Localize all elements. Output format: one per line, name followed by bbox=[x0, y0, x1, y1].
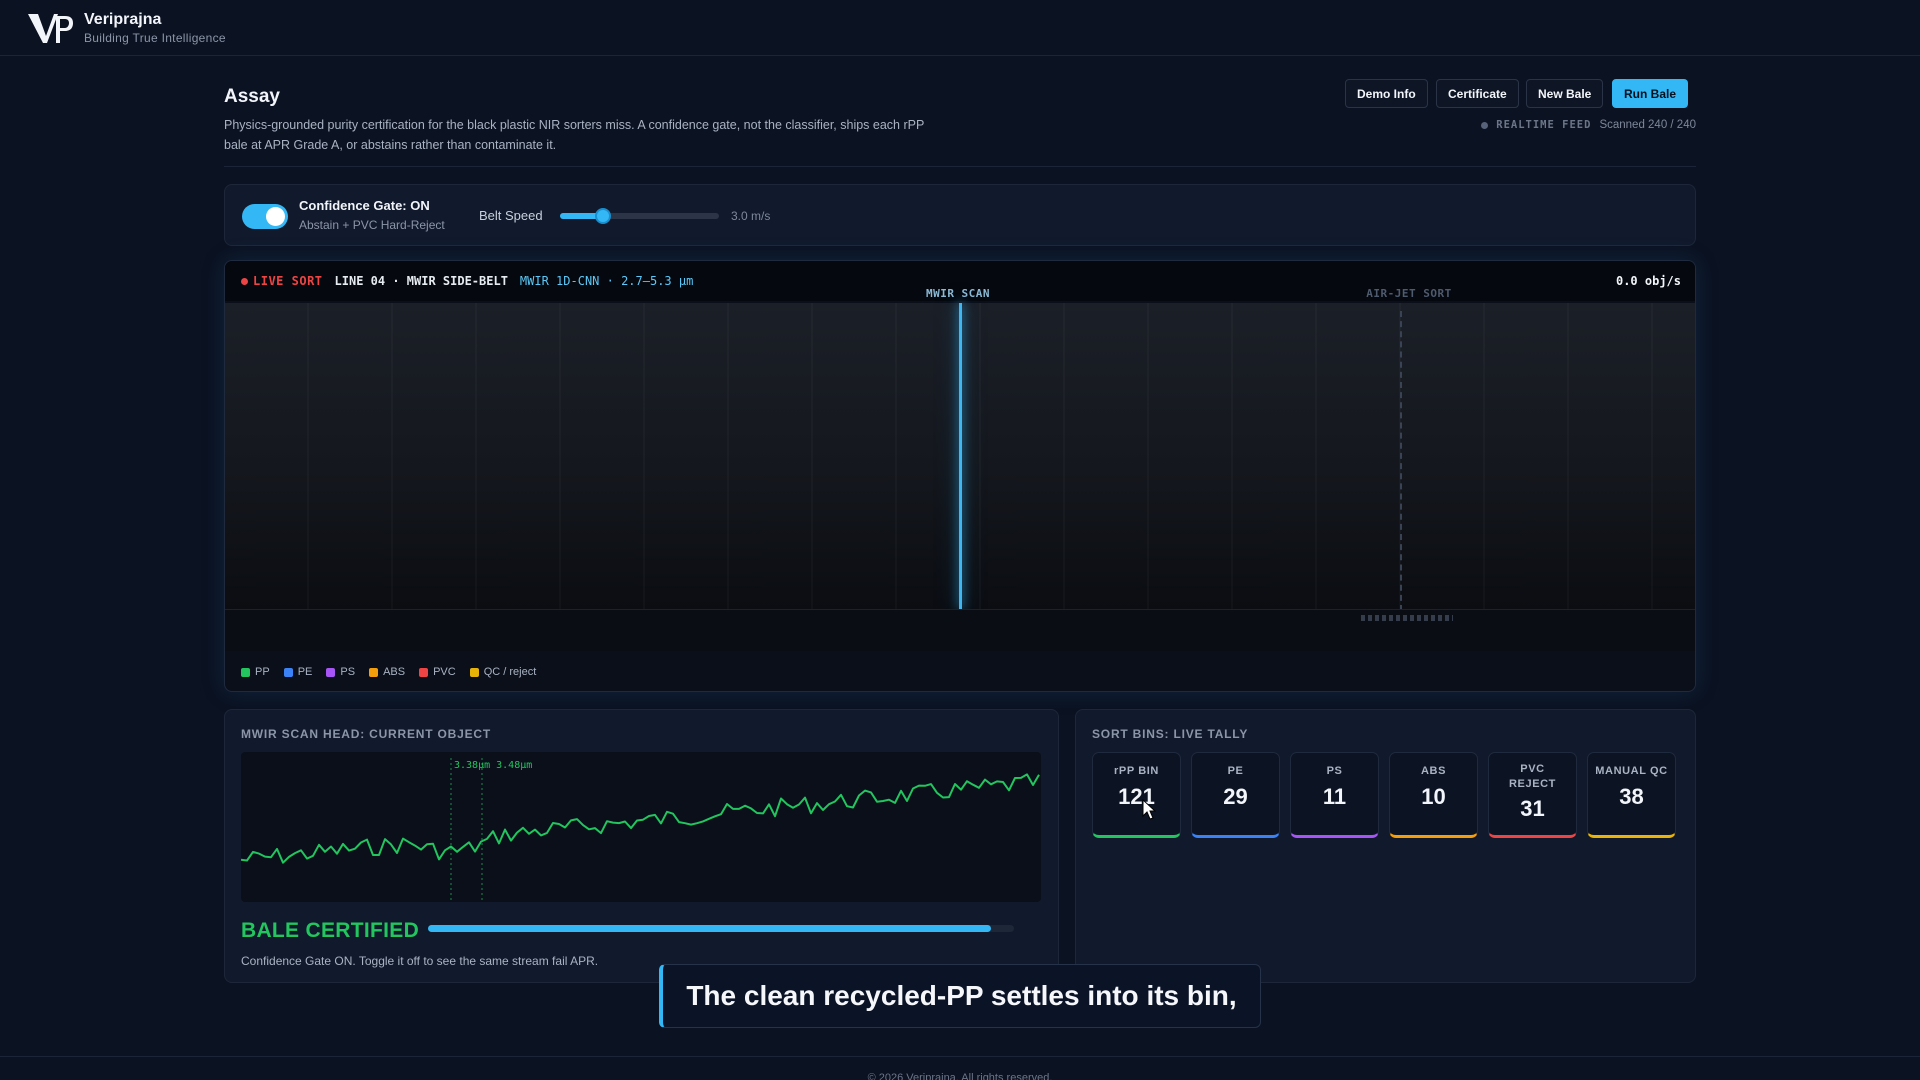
legend-swatch bbox=[369, 667, 379, 677]
bin-label: PS bbox=[1326, 765, 1343, 777]
sorter-header: LIVE SORT LINE 04 · MWIR SIDE-BELT MWIR … bbox=[225, 261, 1695, 301]
feed-dot-icon bbox=[1481, 121, 1489, 129]
veriprajna-logo[interactable] bbox=[26, 10, 74, 46]
legend-label: PVC bbox=[433, 666, 456, 678]
bin-count: 38 bbox=[1619, 784, 1644, 809]
bin-count: 29 bbox=[1223, 784, 1248, 809]
bale-status: BALE CERTIFIED bbox=[241, 919, 420, 942]
legend-swatch bbox=[241, 667, 250, 677]
brand-name: Veriprajna bbox=[84, 10, 162, 28]
page-description: Physics-grounded purity certification fo… bbox=[224, 118, 925, 152]
bin-label: ABS bbox=[1420, 765, 1447, 777]
legend-swatch bbox=[326, 667, 336, 677]
legend-item: PP bbox=[241, 666, 270, 678]
live-sort-label: LIVE SORT bbox=[253, 274, 323, 288]
controls-bar: Confidence Gate: ON Abstain + PVC Hard-R… bbox=[224, 184, 1696, 246]
slider-thumb[interactable] bbox=[594, 208, 611, 224]
air-jet-line bbox=[1400, 311, 1402, 611]
bin-label: PE bbox=[1227, 765, 1244, 777]
legend-item: QC / reject bbox=[469, 666, 537, 678]
throughput-rate: 0.0 obj/s bbox=[1615, 274, 1681, 288]
sorter-panel: LIVE SORT LINE 04 · MWIR SIDE-BELT MWIR … bbox=[224, 260, 1696, 692]
bin-label: MANUAL QC bbox=[1595, 765, 1668, 777]
legend-swatch bbox=[469, 667, 479, 677]
scanned-count: Scanned 240 / 240 bbox=[1599, 119, 1696, 131]
material-legend: PP PE PS ABS PVC QC / reject bbox=[241, 666, 536, 678]
video-caption: The clean recycled-PP settles into its b… bbox=[659, 964, 1261, 1028]
legend-swatch bbox=[283, 667, 293, 677]
sort-bin-rpp-bin[interactable]: rPP BIN 121 bbox=[1092, 752, 1181, 838]
legend-label: PP bbox=[255, 666, 270, 678]
bins-panel-title: SORT BINS: LIVE TALLY bbox=[1092, 727, 1249, 741]
sort-bins-panel: SORT BINS: LIVE TALLY rPP BIN 121 PE 29 PS 11… bbox=[1075, 709, 1696, 983]
scan-head-panel: MWIR SCAN HEAD: CURRENT OBJECT 3.38µm 3.… bbox=[224, 709, 1059, 983]
spectrum-svg: 3.38µm 3.48µm bbox=[240, 758, 1040, 902]
divider bbox=[224, 166, 1696, 167]
bin-label: PVC REJECT bbox=[1509, 763, 1556, 790]
belt-speed-slider[interactable] bbox=[560, 208, 719, 224]
footer: © 2026 Veriprajna. All rights reserved. bbox=[867, 1072, 1053, 1080]
line-label: LINE 04 · MWIR SIDE-BELT bbox=[334, 274, 508, 288]
new-bale-button[interactable]: New Bale bbox=[1526, 79, 1604, 108]
page-title: Assay bbox=[224, 86, 280, 107]
legend-swatch bbox=[419, 667, 429, 677]
bale-progress bbox=[428, 925, 1014, 932]
legend-label: PS bbox=[340, 666, 356, 678]
sort-bin-manual-qc[interactable]: MANUAL QC 38 bbox=[1587, 752, 1676, 838]
spectrum-plot: 3.38µm 3.48µm bbox=[240, 752, 1041, 902]
bin-count: 31 bbox=[1520, 796, 1545, 821]
sort-bin-pvc-reject[interactable]: PVC REJECT 31 bbox=[1488, 752, 1577, 838]
model-label: MWIR 1D-CNN · 2.7–5.3 µm bbox=[519, 274, 694, 288]
legend-item: PVC bbox=[419, 666, 456, 678]
run-bale-button[interactable]: Run Bale bbox=[1612, 79, 1689, 108]
air-jet-nozzles bbox=[1361, 615, 1453, 621]
belt-speed-label: Belt Speed bbox=[479, 208, 543, 223]
peak-labels: 3.38µm 3.48µm bbox=[454, 760, 532, 771]
bins-grid: rPP BIN 121 PE 29 PS 11 ABS 10 PVC REJECT 31 MANUA… bbox=[1092, 752, 1676, 838]
gate-title: Confidence Gate: ON bbox=[299, 198, 430, 213]
realtime-feed-status: REALTIME FEED Scanned 240 / 240 bbox=[1481, 119, 1696, 131]
legend-item: ABS bbox=[369, 666, 405, 678]
brand: Veriprajna Building True Intelligence bbox=[84, 11, 226, 45]
legend-label: PE bbox=[297, 666, 313, 678]
belt-speed-value: 3.0 m/s bbox=[731, 209, 771, 223]
gate-subtitle: Abstain + PVC Hard-Reject bbox=[299, 218, 445, 232]
air-jet-label: AIR-JET SORT bbox=[1366, 287, 1452, 300]
scan-panel-title: MWIR SCAN HEAD: CURRENT OBJECT bbox=[241, 727, 491, 741]
bin-count: 11 bbox=[1322, 784, 1347, 809]
demo-info-button[interactable]: Demo Info bbox=[1345, 79, 1428, 108]
belt-underside bbox=[225, 609, 1695, 651]
top-bar: Veriprajna Building True Intelligence bbox=[0, 0, 1920, 56]
mouse-cursor-icon bbox=[1142, 799, 1156, 820]
confidence-gate-toggle[interactable] bbox=[242, 204, 288, 229]
bin-label: rPP BIN bbox=[1114, 765, 1159, 777]
toggle-knob bbox=[266, 207, 285, 226]
certificate-button[interactable]: Certificate bbox=[1436, 79, 1519, 108]
sort-bin-ps[interactable]: PS 11 bbox=[1290, 752, 1379, 838]
legend-label: QC / reject bbox=[483, 666, 537, 678]
slider-fill bbox=[560, 213, 603, 219]
live-dot-icon bbox=[241, 277, 248, 285]
legend-label: ABS bbox=[383, 666, 406, 678]
mwir-scan-label: MWIR SCAN bbox=[925, 287, 991, 300]
mwir-scan-beam bbox=[959, 303, 962, 609]
gate-note: Confidence Gate ON. Toggle it off to see… bbox=[241, 954, 599, 968]
bale-progress-fill bbox=[428, 925, 991, 932]
sort-bin-abs[interactable]: ABS 10 bbox=[1389, 752, 1478, 838]
spectrum-trace bbox=[240, 773, 1040, 864]
sort-bin-pe[interactable]: PE 29 bbox=[1191, 752, 1280, 838]
feed-label: REALTIME FEED bbox=[1496, 119, 1592, 131]
brand-tagline: Building True Intelligence bbox=[84, 30, 226, 45]
footer-divider bbox=[0, 1056, 1920, 1057]
legend-item: PS bbox=[326, 666, 355, 678]
legend-item: PE bbox=[283, 666, 313, 678]
bin-count: 10 bbox=[1421, 784, 1446, 809]
